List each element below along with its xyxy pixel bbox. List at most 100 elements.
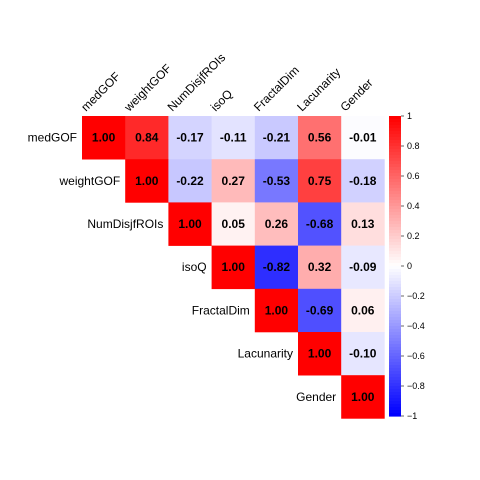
colorbar-segment <box>389 239 401 243</box>
cell-value-label: -0.82 <box>263 260 291 274</box>
column-label: isoQ <box>208 87 235 114</box>
colorbar-segment <box>389 188 401 192</box>
cell-value-label: 1.00 <box>308 347 332 361</box>
row-label: Lacunarity <box>238 347 293 361</box>
colorbar-segment <box>389 236 401 240</box>
colorbar-segment <box>389 296 401 300</box>
colorbar-tick-label: 0 <box>407 261 412 271</box>
colorbar-segment <box>389 401 401 405</box>
colorbar-segment <box>389 338 401 342</box>
colorbar-segment <box>389 245 401 249</box>
heatmap-cell <box>298 202 342 246</box>
colorbar-segment <box>389 131 401 135</box>
colorbar-segment <box>389 227 401 231</box>
colorbar-segment <box>389 329 401 333</box>
cell-value-label: 0.13 <box>351 217 375 231</box>
heatmap-cell <box>125 159 169 203</box>
cell-value-label: 0.06 <box>351 303 375 317</box>
heatmap-cells: 1.00 0.84 -0.17 -0.11 -0.21 0.56 -0.01 1.00 -0.2… <box>82 116 385 419</box>
colorbar-segment <box>389 314 401 318</box>
colorbar-segment <box>389 260 401 264</box>
colorbar-segment <box>389 341 401 345</box>
column-label: FractalDim <box>251 63 302 114</box>
heatmap-cell <box>298 159 342 203</box>
colorbar-segment <box>389 182 401 186</box>
cell-value-label: 1.00 <box>222 260 246 274</box>
colorbar-segment <box>389 290 401 294</box>
colorbar-segment <box>389 302 401 306</box>
cell-value-label: 0.84 <box>135 131 159 145</box>
cell-value-label: 0.32 <box>308 260 332 274</box>
colorbar-segment <box>389 326 401 330</box>
heatmap-cell <box>341 288 385 333</box>
colorbar-segment <box>389 272 401 276</box>
cell-value-label: -0.68 <box>306 217 334 231</box>
colorbar-segment <box>389 266 401 270</box>
colorbar-segment <box>389 284 401 288</box>
cell-value-label: 1.00 <box>135 174 159 188</box>
cell-value-label: 1.00 <box>265 303 289 317</box>
colorbar-segment <box>389 362 401 366</box>
heatmap-cell <box>168 202 212 246</box>
row-label: Gender <box>296 390 336 404</box>
colorbar-segment <box>389 134 401 138</box>
colorbar-tick-label: −0.8 <box>407 381 425 391</box>
colorbar-segment <box>389 371 401 375</box>
row-label: NumDisjfROIs <box>87 217 163 231</box>
colorbar-segment <box>389 278 401 282</box>
colorbar-segment <box>389 269 401 273</box>
heatmap-cell <box>211 159 256 203</box>
colorbar-tick-label: 0.6 <box>407 171 420 181</box>
colorbar-segment <box>389 212 401 216</box>
colorbar-segment <box>389 380 401 384</box>
colorbar-segment <box>389 152 401 156</box>
cell-value-label: 0.56 <box>308 131 332 145</box>
colorbar-segment <box>389 149 401 153</box>
colorbar-segment <box>389 392 401 396</box>
colorbar-segment <box>389 119 401 123</box>
heatmap-cell <box>168 159 212 203</box>
colorbar-tick-label: −0.6 <box>407 351 425 361</box>
row-labels: medGOF weightGOF NumDisjfROIs isoQ FractalDi… <box>28 131 337 404</box>
heatmap-cell <box>211 202 256 246</box>
colorbar-segment <box>389 353 401 357</box>
colorbar-segment <box>389 359 401 363</box>
colorbar-segment <box>389 323 401 327</box>
heatmap-cell <box>254 288 299 333</box>
heatmap-cell <box>298 245 342 290</box>
heatmap-cell <box>211 245 256 290</box>
cell-value-label: -0.22 <box>176 174 204 188</box>
colorbar-segment <box>389 164 401 168</box>
colorbar-tick-label: 0.8 <box>407 141 420 151</box>
heatmap-cell <box>341 116 385 160</box>
colorbar-tick-label: 1 <box>407 111 412 121</box>
cell-value-label: 0.26 <box>265 217 289 231</box>
heatmap-cell <box>254 202 299 246</box>
colorbar-segment <box>389 254 401 258</box>
colorbar-segment <box>389 215 401 219</box>
heatmap-cell <box>254 245 299 290</box>
colorbar-tick-label: −1 <box>407 411 417 421</box>
colorbar-segment <box>389 233 401 237</box>
colorbar: 1 0.8 0.6 0.4 0.2 0 −0.2 −0.4 −0.6 −0.8 −1 <box>389 111 425 421</box>
row-label: weightGOF <box>59 174 121 188</box>
colorbar-segment <box>389 143 401 147</box>
heatmap-cell <box>298 332 342 376</box>
colorbar-segment <box>389 332 401 336</box>
heatmap-cell <box>82 116 126 160</box>
colorbar-tick-label: −0.4 <box>407 321 425 331</box>
colorbar-segment <box>389 140 401 144</box>
colorbar-segment <box>389 365 401 369</box>
heatmap-cell <box>254 159 299 203</box>
cell-value-label: -0.11 <box>220 131 247 145</box>
heatmap-cell <box>341 245 385 290</box>
row-label: medGOF <box>28 131 77 145</box>
heatmap-cell <box>298 288 342 333</box>
colorbar-segment <box>389 200 401 204</box>
heatmap-cell <box>298 116 342 160</box>
colorbar-segment <box>389 146 401 150</box>
colorbar-segment <box>389 155 401 159</box>
colorbar-segment <box>389 209 401 213</box>
heatmap-cell <box>168 116 212 160</box>
colorbar-segment <box>389 137 401 141</box>
